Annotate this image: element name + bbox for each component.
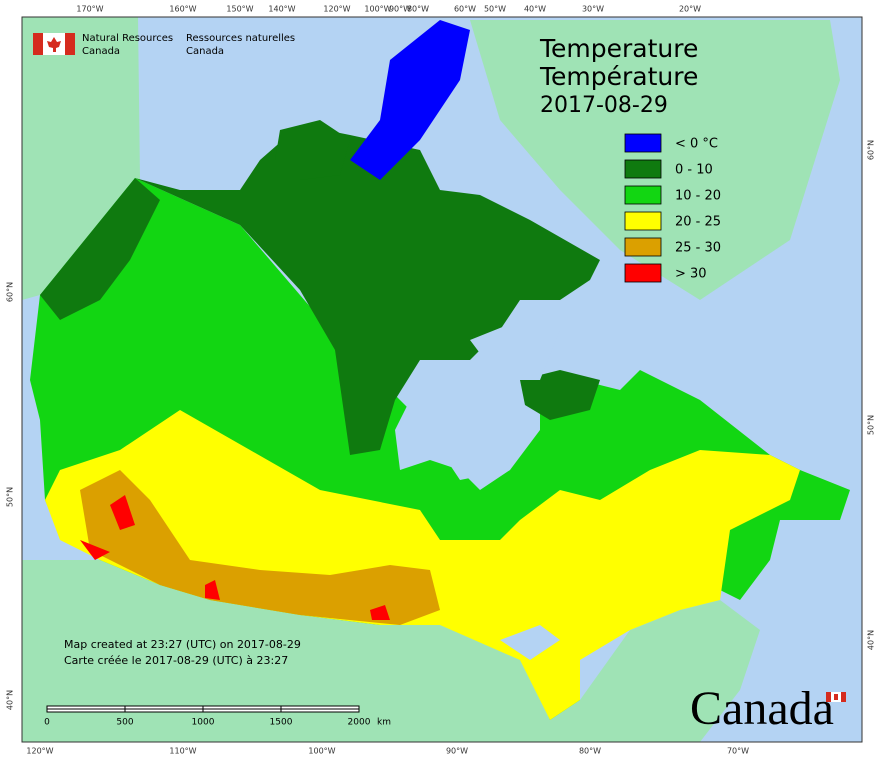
flag-bar <box>841 692 846 702</box>
note: Carte créée le 2017-08-29 (UTC) à 23:27 <box>64 654 288 667</box>
graticule-label: 170°W <box>76 5 103 14</box>
title: Temperature <box>539 34 698 63</box>
graticule-label: 70°W <box>727 747 749 756</box>
graticule-label: 150°W <box>226 5 253 14</box>
region <box>80 540 110 560</box>
graticule-label: 30°W <box>582 5 604 14</box>
legend-swatch <box>624 237 662 257</box>
maple-leaf <box>834 694 838 700</box>
region <box>40 178 160 320</box>
dept-fr: Ressources naturelles <box>186 33 295 44</box>
graticule-label: 160°W <box>169 5 196 14</box>
alaska <box>22 17 140 300</box>
flag-bar <box>65 33 75 55</box>
graticule-label: 80°W <box>407 5 429 14</box>
foxe-basin <box>470 320 560 380</box>
graticule-label: 60°W <box>454 5 476 14</box>
graticule-label: 50°W <box>484 5 506 14</box>
wordmark: Canada <box>690 682 834 735</box>
scale-label: 500 <box>116 718 133 728</box>
region <box>205 580 220 600</box>
graticule-label: 90°W <box>389 5 411 14</box>
region <box>350 20 470 180</box>
dept-fr: Canada <box>186 46 224 57</box>
legend-label: 0 - 10 <box>675 163 713 178</box>
scale-label: 1500 <box>270 718 293 728</box>
dept-en: Canada <box>82 46 120 57</box>
title: Température <box>539 62 698 91</box>
legend-swatch <box>624 159 662 179</box>
legend-label: 10 - 20 <box>675 189 721 204</box>
graticule-label: 40°W <box>524 5 546 14</box>
region <box>45 410 800 720</box>
graticule-label: 40°N <box>6 690 15 710</box>
region <box>80 470 440 625</box>
date: 2017-08-29 <box>540 93 668 118</box>
graticule-label: 100°W <box>364 5 391 14</box>
united-states <box>22 560 760 742</box>
graticule-label: 100°W <box>308 747 335 756</box>
graticule-label: 40°N <box>867 630 876 650</box>
graticule-label: 80°W <box>579 747 601 756</box>
legend-label: 25 - 30 <box>675 241 721 256</box>
flag-bar <box>33 33 43 55</box>
region <box>275 120 350 180</box>
graticule-label: 90°W <box>446 747 468 756</box>
region <box>520 370 600 420</box>
graticule-label: 20°W <box>679 5 701 14</box>
legend-swatch <box>624 133 662 153</box>
graticule-label: 60°N <box>6 282 15 302</box>
note: Map created at 23:27 (UTC) on 2017-08-29 <box>64 638 301 651</box>
dept-en: Natural Resources <box>82 33 173 44</box>
maple-leaf <box>47 37 61 52</box>
graticule-label: 120°W <box>323 5 350 14</box>
graticule-label: 60°N <box>867 140 876 160</box>
region <box>135 125 600 455</box>
graticule-label: 50°N <box>6 487 15 507</box>
legend-label: > 30 <box>675 267 707 282</box>
graticule-label: 140°W <box>268 5 295 14</box>
flag-bar <box>826 692 831 702</box>
great-lakes <box>500 625 560 660</box>
legend-swatch <box>624 185 662 205</box>
legend-label: < 0 °C <box>675 137 718 152</box>
region <box>370 605 390 620</box>
graticule-label: 50°N <box>867 415 876 435</box>
scale-label: 0 <box>44 718 50 728</box>
legend-label: 20 - 25 <box>675 215 721 230</box>
graticule-label: 110°W <box>169 747 196 756</box>
frame <box>21 16 863 743</box>
scale-label: 2000 <box>348 718 371 728</box>
legend-swatch <box>624 263 662 283</box>
legend-swatch <box>624 211 662 231</box>
region <box>110 495 135 530</box>
hudson-bay <box>395 370 520 490</box>
graticule-label: 120°W <box>26 747 53 756</box>
scale-unit: km <box>377 718 391 728</box>
scale-label: 1000 <box>192 718 215 728</box>
